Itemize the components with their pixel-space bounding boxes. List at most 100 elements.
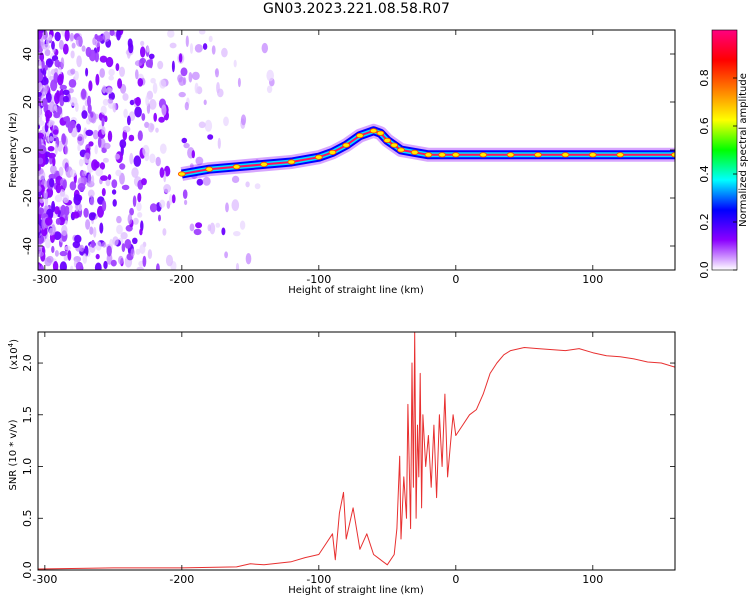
- spectrogram-noise-blob: [62, 95, 69, 103]
- spectrogram-noise-blob: [231, 199, 240, 212]
- spectrogram-ridge-peak: [616, 152, 625, 158]
- spectrogram-noise-blob: [161, 104, 167, 116]
- spectrogram-noise-blob: [82, 170, 87, 177]
- snr-y-tick-label: 0.0: [21, 561, 34, 579]
- spectrogram-noise-blob: [139, 57, 146, 64]
- spectrogram-noise-blob: [144, 121, 150, 128]
- spectrogram-noise-blob: [38, 251, 44, 257]
- spectrogram-noise-blob: [53, 112, 61, 119]
- spectrogram-noise-blob: [129, 152, 134, 165]
- spectrogram-noise-blob: [188, 72, 193, 83]
- spectrogram-noise-blob: [38, 185, 42, 192]
- spectrogram-noise-blob: [111, 179, 118, 189]
- spectrogram-noise-blob: [41, 76, 49, 86]
- spectrogram-noise-blob: [134, 106, 142, 118]
- spectrogram-noise-blob: [184, 199, 188, 206]
- spectrogram-noise-blob: [95, 40, 101, 48]
- spectrogram-noise-blob: [107, 98, 114, 104]
- spectrogram-noise-blob: [136, 266, 144, 270]
- spectrogram-noise-blob: [84, 152, 91, 160]
- spectrogram-noise-blob: [152, 82, 158, 94]
- spectrogram-noise-blob: [101, 188, 106, 197]
- spectrogram-noise-blob: [54, 92, 60, 105]
- colorbar: 0.0 0.2 0.4 0.6 0.8 Normalized spectral ampl…: [698, 29, 749, 279]
- spectrogram-noise-blob: [77, 177, 85, 186]
- spectrogram-noise-blob: [54, 143, 58, 155]
- spectrogram-noise-blob: [41, 98, 48, 107]
- spectrogram-ridge-peak: [410, 149, 419, 155]
- spectrogram-noise-blob: [99, 162, 106, 170]
- spectrogram-noise-blob: [203, 99, 207, 106]
- spectrogram-noise-blob: [121, 184, 130, 191]
- spectrogram-noise-blob: [182, 189, 188, 199]
- spectrogram-noise-blob: [149, 99, 157, 110]
- spectrogram-noise-blob: [245, 253, 252, 265]
- spectrogram-noise-blob: [137, 130, 143, 141]
- colorbar-tick-label: 0.2: [698, 213, 711, 231]
- spectrogram-noise-blob: [129, 207, 135, 216]
- spectrogram-noise-blob: [83, 207, 89, 218]
- spectrogram-noise-blob: [108, 75, 114, 81]
- spectrogram-noise-blob: [147, 249, 153, 260]
- spectrogram-noise-blob: [101, 117, 105, 127]
- spectrogram-noise-blob: [221, 227, 226, 236]
- spectrogram-noise-blob: [136, 202, 142, 212]
- spectrogram-noise-blob: [108, 68, 115, 77]
- spectrogram-noise-blob: [224, 251, 229, 259]
- spectrogram-noise-blob: [181, 137, 188, 144]
- spectrogram-noise-blob: [217, 137, 221, 149]
- page-title: GN03.2023.221.08.58.R07: [263, 1, 450, 17]
- spectrogram-noise-blob: [89, 197, 95, 206]
- spectrogram-noise-blob: [116, 30, 121, 41]
- spectrogram-noise-blob: [240, 114, 247, 126]
- spectrogram-noise-blob: [77, 136, 83, 142]
- snr-y-label: SNR (10 * v/v): [8, 419, 19, 490]
- spectrogram-noise-blob: [189, 223, 195, 232]
- spectrogram-noise-blob: [233, 231, 241, 237]
- spectrogram-noise-blob: [107, 130, 113, 142]
- spectrogram-noise-blob: [83, 127, 88, 139]
- spectrogram-noise-blob: [119, 172, 125, 185]
- spectrogram-noise-blob: [54, 206, 60, 215]
- spectrogram-noise-blob: [38, 82, 43, 92]
- spectrogram-x-tick-label: -200: [169, 273, 194, 286]
- spectrogram-noise-blob: [131, 167, 139, 178]
- spectrogram-noise-blob: [126, 115, 131, 126]
- spectrogram-ridge-peak: [397, 147, 405, 153]
- spectrogram-noise-blob: [38, 163, 41, 172]
- snr-panel: -300 -200 -100 0 100 0.0 0.5 1.0 1.5 2.0 Height o…: [7, 331, 676, 596]
- spectrogram-ridge-peak: [588, 152, 597, 158]
- spectrogram-noise-blob: [54, 104, 57, 111]
- spectrogram-noise-blob: [137, 78, 144, 87]
- spectrogram-noise-blob: [62, 179, 67, 189]
- spectrogram-noise-blob: [68, 79, 77, 88]
- spectrogram-noise-blob: [130, 248, 135, 257]
- spectrogram-noise-blob: [49, 75, 55, 81]
- spectrogram-ridge-peak: [177, 171, 186, 177]
- spectrogram-noise-blob: [114, 153, 121, 160]
- spectrogram-noise-blob: [194, 44, 203, 53]
- spectrogram-noise-blob: [193, 228, 202, 236]
- spectrogram-noise-blob: [62, 89, 70, 96]
- spectrogram-noise-blob: [85, 46, 92, 58]
- spectrogram-noise-blob: [118, 255, 124, 265]
- spectrogram-noise-blob: [231, 175, 240, 183]
- spectrogram-noise-blob: [180, 67, 188, 77]
- colorbar-tick-label: 0.8: [698, 69, 711, 87]
- spectrogram-ridge-peak: [438, 152, 447, 158]
- spectrogram-noise-blob: [235, 262, 240, 270]
- spectrogram-noise-blob: [116, 215, 122, 224]
- spectrogram-noise-blob: [64, 220, 68, 226]
- spectrogram-noise-blob: [148, 53, 155, 59]
- spectrogram-noise-blob: [70, 265, 74, 270]
- spectrogram-noise-blob: [69, 32, 74, 42]
- spectrogram-noise-blob: [81, 88, 87, 100]
- spectrogram-noise-blob: [47, 152, 56, 159]
- spectrogram-noise-blob: [77, 183, 86, 192]
- spectrogram-noise-blob: [129, 99, 135, 106]
- spectrogram-noise-blob: [103, 142, 111, 150]
- spectrogram-noise-blob: [38, 157, 44, 165]
- spectrogram-noise-blob: [44, 84, 50, 92]
- spectrogram-noise-blob: [103, 260, 108, 270]
- spectrogram-noise-blob: [45, 92, 52, 103]
